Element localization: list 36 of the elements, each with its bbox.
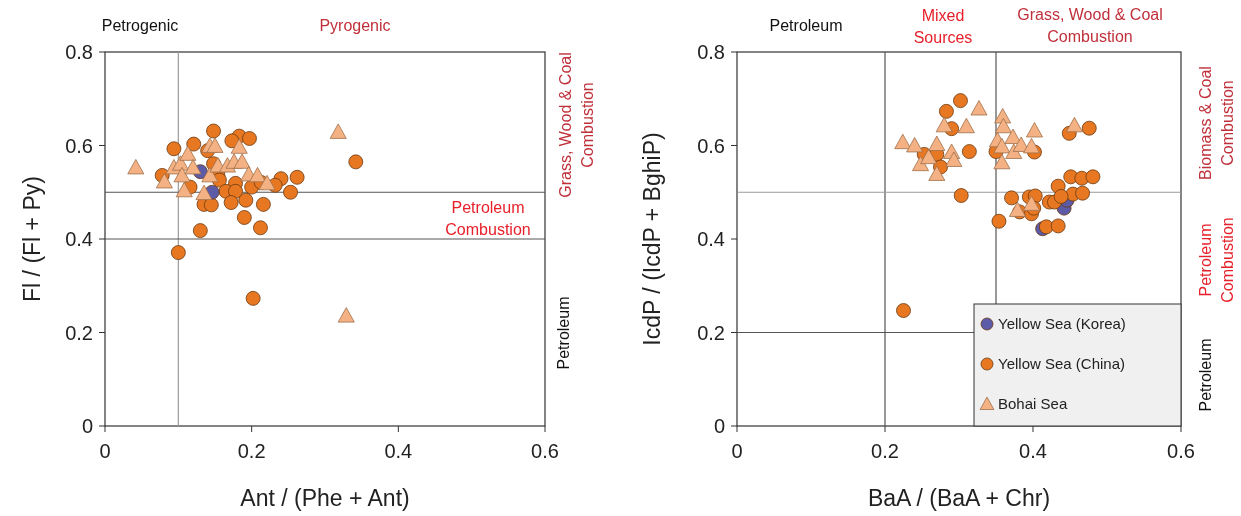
x-axis-title: Ant / (Phe + Ant) — [240, 485, 410, 511]
y-tick-label: 0 — [713, 415, 725, 437]
x-tick-label: 0.4 — [384, 440, 413, 462]
y-axis-title: IcdP / (IcdP + BghiP) — [639, 132, 665, 346]
x-tick-label: 0.4 — [1019, 440, 1047, 462]
text: Mixed Sources — [913, 6, 973, 46]
text: Biomass & Coal Combustion — [1196, 66, 1236, 180]
x-axis-title: BaA / (BaA + Chr) — [867, 485, 1051, 511]
x-tick-label: 0.6 — [1167, 440, 1195, 462]
y-tick-label: 0.8 — [697, 41, 725, 63]
legend-label: Yellow Sea (China) — [998, 355, 1126, 373]
x-tick-label: 0.6 — [531, 440, 559, 462]
x-tick-label: 0.2 — [237, 440, 266, 462]
y-tick-label: 0.4 — [65, 228, 93, 250]
y-axis-title: Fl / (Fl + Py) — [19, 176, 45, 302]
x-tick-label: 0 — [731, 440, 743, 462]
y-tick-label: 0.2 — [697, 321, 725, 344]
x-tick-label: 0 — [99, 440, 111, 462]
y-tick-label: 0.6 — [697, 134, 725, 157]
text: Pyrogenic — [319, 16, 391, 34]
annotation: Petroleum Combustion — [445, 198, 531, 238]
text: Petroleum — [769, 16, 843, 34]
text: Petroleum — [554, 296, 572, 370]
x-tick-label: 0.2 — [871, 440, 899, 462]
y-tick-label: 0.8 — [65, 41, 93, 63]
text: Grass, Wood & Coal Combustion — [556, 52, 596, 198]
text: Petroleum — [1196, 338, 1214, 412]
text: Petrogenic — [101, 16, 179, 34]
y-tick-label: 0.2 — [65, 321, 93, 344]
text: Petroleum Combustion — [1196, 217, 1236, 303]
text: Grass, Wood & Coal Combustion — [1017, 5, 1163, 45]
legend-label: Yellow Sea (Korea) — [998, 315, 1126, 333]
y-tick-label: 0.6 — [65, 134, 93, 157]
legend-label: Bohai Sea — [998, 395, 1068, 413]
y-tick-label: 0 — [81, 415, 93, 437]
y-tick-label: 0.4 — [697, 228, 725, 250]
